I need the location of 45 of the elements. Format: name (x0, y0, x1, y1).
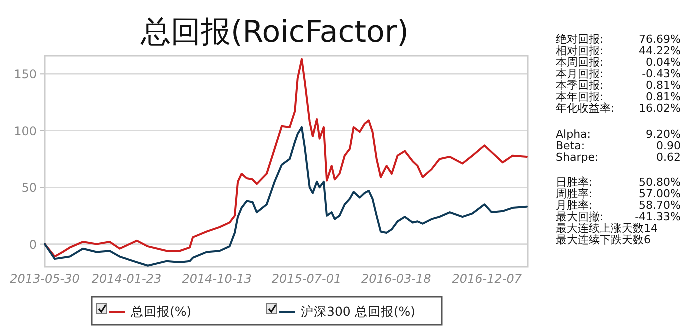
text: 最大回撤: (556, 210, 604, 224)
chart-title: 总回报(RoicFactor) (140, 15, 409, 50)
text: -0.43% (642, 68, 681, 80)
legend-label: 沪深300 总回报(%) (301, 304, 416, 319)
text: 44.22% (639, 44, 681, 58)
text: 58.70% (639, 199, 681, 212)
text: 本季回报: (556, 79, 604, 92)
text: 周胜率: (556, 188, 593, 200)
text: 日胜率: (556, 176, 593, 189)
text: 0.81% (646, 90, 681, 104)
text: -41.33% (635, 210, 681, 224)
y-tick-label: 50 (22, 181, 37, 196)
text: 年化收益率: (556, 102, 615, 115)
text: Alpha: (556, 128, 591, 141)
x-tick-label: 2014-01-23 (92, 272, 162, 286)
text: Beta: (556, 140, 586, 152)
x-tick-label: 2014-10-13 (182, 272, 252, 286)
text: 16.02% (639, 102, 681, 115)
text: 本周回报: (556, 56, 604, 69)
text: 绝对回报: (556, 33, 604, 46)
text: 最大连续上涨天数14 (556, 222, 658, 235)
text: 相对回报: (556, 44, 604, 58)
legend-label: 总回报(%) (130, 304, 192, 319)
y-tick-label: 150 (14, 68, 37, 82)
text: 月胜率: (556, 199, 593, 212)
line-series (44, 126, 528, 267)
x-tick-label: 2016-12-07 (452, 272, 522, 286)
text: 0.62 (656, 151, 681, 164)
text: 本月回报: (556, 68, 604, 80)
text: 最大连续下跌天数6 (556, 234, 651, 246)
y-tick-label: 100 (14, 124, 37, 138)
x-tick-label: 2013-05-30 (10, 272, 80, 286)
text: 本年回报: (556, 90, 604, 104)
text: 0.81% (646, 79, 681, 92)
text: 50.80% (639, 176, 681, 189)
text: 76.69% (639, 33, 681, 46)
text: 0.04% (646, 56, 681, 69)
text: Sharpe: (556, 151, 599, 164)
text: 0.90 (656, 140, 681, 152)
line-series (44, 58, 528, 258)
x-tick-label: 2015-07-01 (272, 272, 342, 286)
x-tick-label: 2016-03-18 (362, 272, 432, 286)
y-tick-label: 0 (29, 238, 37, 252)
text: 9.20% (646, 128, 681, 141)
text: 57.00% (639, 188, 681, 200)
